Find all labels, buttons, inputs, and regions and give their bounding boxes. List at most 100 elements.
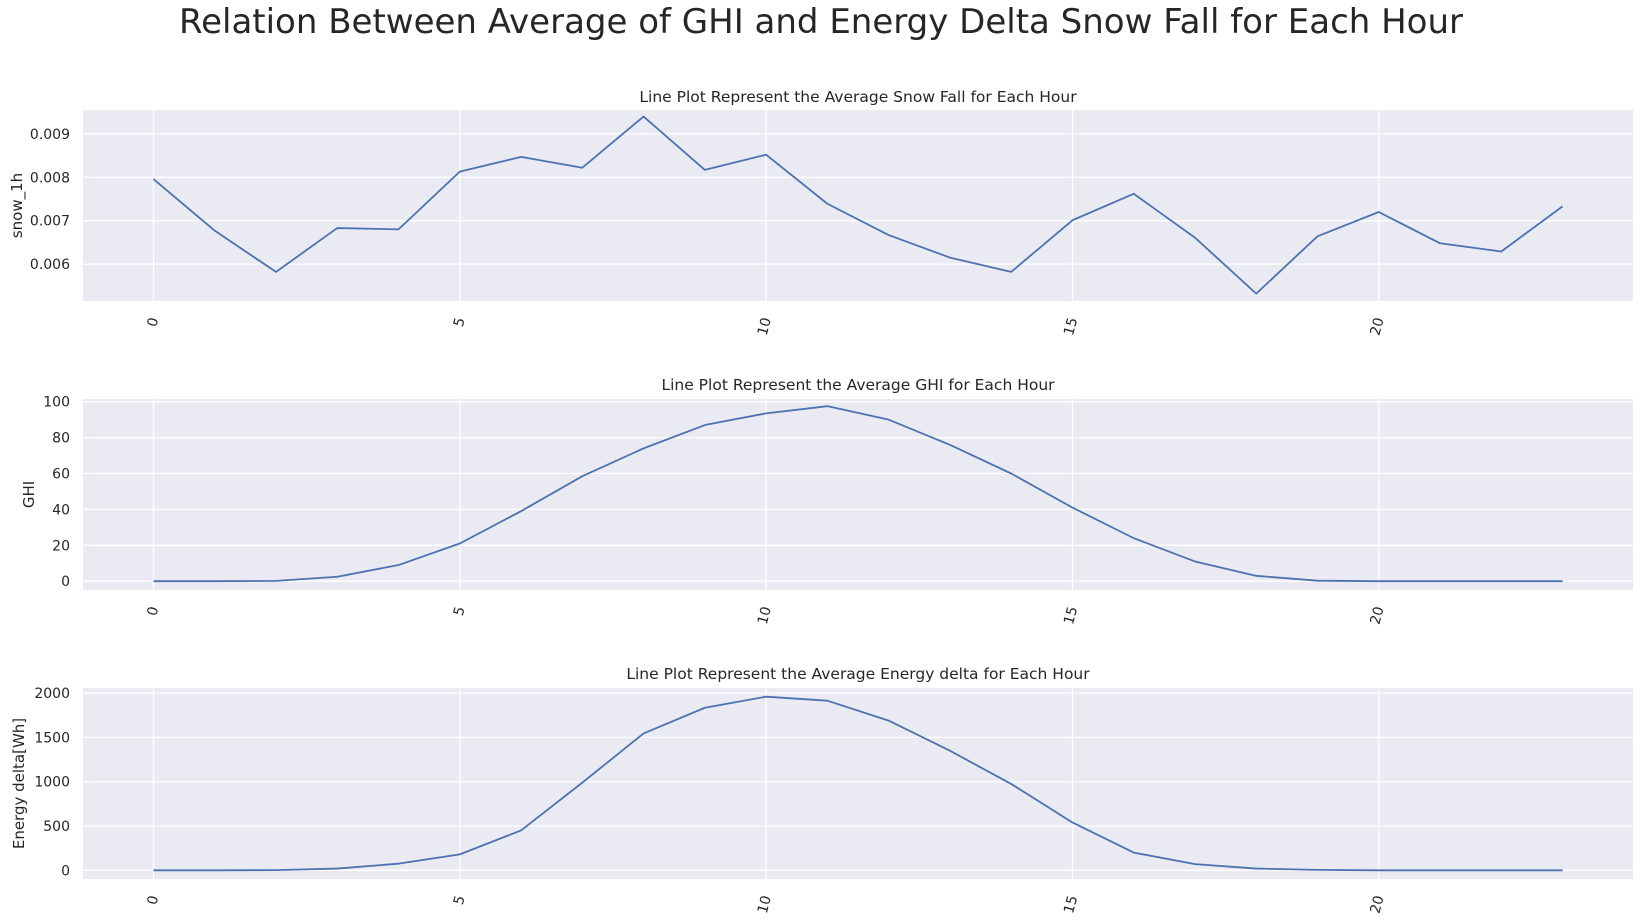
data-point	[335, 866, 340, 871]
data-point	[1376, 210, 1381, 215]
y-axis-label: snow_1h	[8, 173, 27, 238]
data-point	[1315, 234, 1320, 239]
data-point	[947, 748, 952, 753]
data-point	[457, 169, 462, 174]
data-point	[335, 226, 340, 231]
data-point	[212, 579, 217, 584]
data-point	[1315, 867, 1320, 872]
data-point	[886, 417, 891, 422]
y-tick-label: 100	[43, 395, 70, 411]
subplot-3: 0 500 1000 1500 2000 0 5 10 15 20 Line Plot Repres…	[10, 665, 1633, 915]
data-point	[396, 861, 401, 866]
x-tick-label: 0	[145, 894, 163, 907]
data-point	[764, 694, 769, 699]
data-point	[1254, 573, 1259, 578]
data-point	[212, 228, 217, 233]
y-tick-label: 0.007	[30, 214, 70, 230]
data-point	[580, 780, 585, 785]
data-point	[1560, 868, 1565, 873]
plot-area-2	[83, 399, 1633, 590]
data-point	[1009, 781, 1014, 786]
data-point	[1192, 235, 1197, 240]
subplot-2: 0 20 40 60 80 100 0 5 10 15 20 Line Plot Represent …	[20, 376, 1633, 626]
data-point	[212, 868, 217, 873]
x-tick-label: 15	[1061, 316, 1081, 337]
data-point	[1009, 269, 1014, 274]
data-point	[457, 852, 462, 857]
x-tick-label: 5	[451, 605, 469, 618]
data-point	[1499, 579, 1504, 584]
data-point	[1009, 471, 1014, 476]
data-point	[273, 868, 278, 873]
data-point	[519, 154, 524, 159]
data-point	[702, 167, 707, 172]
series-line	[153, 695, 1563, 872]
data-point	[396, 563, 401, 568]
data-point	[580, 165, 585, 170]
data-point	[825, 201, 830, 206]
y-tick-label: 20	[52, 538, 70, 554]
data-point	[1254, 291, 1259, 296]
data-point	[1499, 249, 1504, 254]
data-point	[641, 446, 646, 451]
data-point	[457, 541, 462, 546]
data-point	[1499, 868, 1504, 873]
y-tick-label: 40	[52, 502, 70, 518]
plot-area-3	[83, 688, 1633, 879]
x-tick-label: 0	[145, 605, 163, 618]
data-point	[519, 828, 524, 833]
data-point	[886, 718, 891, 723]
figure-title: Relation Between Average of GHI and Ener…	[178, 2, 1464, 42]
series-line	[153, 405, 1563, 583]
x-tick-label: 15	[1061, 605, 1081, 626]
x-tick-label: 15	[1061, 894, 1081, 915]
y-tick-label: 0	[61, 574, 70, 590]
x-tick-label: 5	[451, 316, 469, 329]
subplot-1: 0.006 0.007 0.008 0.009 0 5 10 15 20 Line Plot Re…	[8, 88, 1633, 337]
x-tick-label: 20	[1368, 316, 1388, 337]
x-tick-label: 10	[755, 316, 775, 337]
plot-area-1	[83, 110, 1633, 301]
subplot-title: Line Plot Represent the Average Energy d…	[626, 665, 1090, 683]
data-point	[396, 227, 401, 232]
data-point	[764, 411, 769, 416]
data-point	[825, 698, 830, 703]
y-axis-label: GHI	[20, 481, 38, 508]
data-point	[1315, 578, 1320, 583]
y-tick-label: 0.006	[30, 257, 70, 273]
data-point	[1376, 868, 1381, 873]
data-point	[641, 114, 646, 119]
data-point	[947, 255, 952, 260]
y-tick-label: 80	[52, 431, 70, 447]
y-tick-label: 60	[52, 466, 70, 482]
data-point	[273, 578, 278, 583]
data-point	[1070, 505, 1075, 510]
x-tick-label: 20	[1368, 894, 1388, 915]
data-point	[273, 269, 278, 274]
subplot-title: Line Plot Represent the Average Snow Fal…	[639, 88, 1077, 106]
data-point	[519, 509, 524, 514]
data-point	[764, 152, 769, 157]
y-tick-label: 0.009	[30, 127, 70, 143]
x-tick-label: 5	[451, 894, 469, 907]
data-point	[1131, 850, 1136, 855]
y-axis-label: Energy delta[Wh]	[10, 718, 28, 849]
x-tick-label: 10	[755, 894, 775, 915]
data-point	[151, 177, 156, 182]
x-tick-label: 10	[755, 605, 775, 626]
y-tick-label: 1000	[34, 775, 70, 791]
data-point	[1254, 866, 1259, 871]
data-point	[1131, 536, 1136, 541]
data-point	[1192, 862, 1197, 867]
data-point	[151, 579, 156, 584]
data-point	[1070, 218, 1075, 223]
x-tick-label: 20	[1368, 605, 1388, 626]
x-tick-label: 0	[145, 316, 163, 329]
data-point	[702, 705, 707, 710]
data-point	[1438, 868, 1443, 873]
series-line	[152, 115, 1564, 295]
data-point	[886, 233, 891, 238]
data-point	[702, 423, 707, 428]
data-point	[1560, 579, 1565, 584]
